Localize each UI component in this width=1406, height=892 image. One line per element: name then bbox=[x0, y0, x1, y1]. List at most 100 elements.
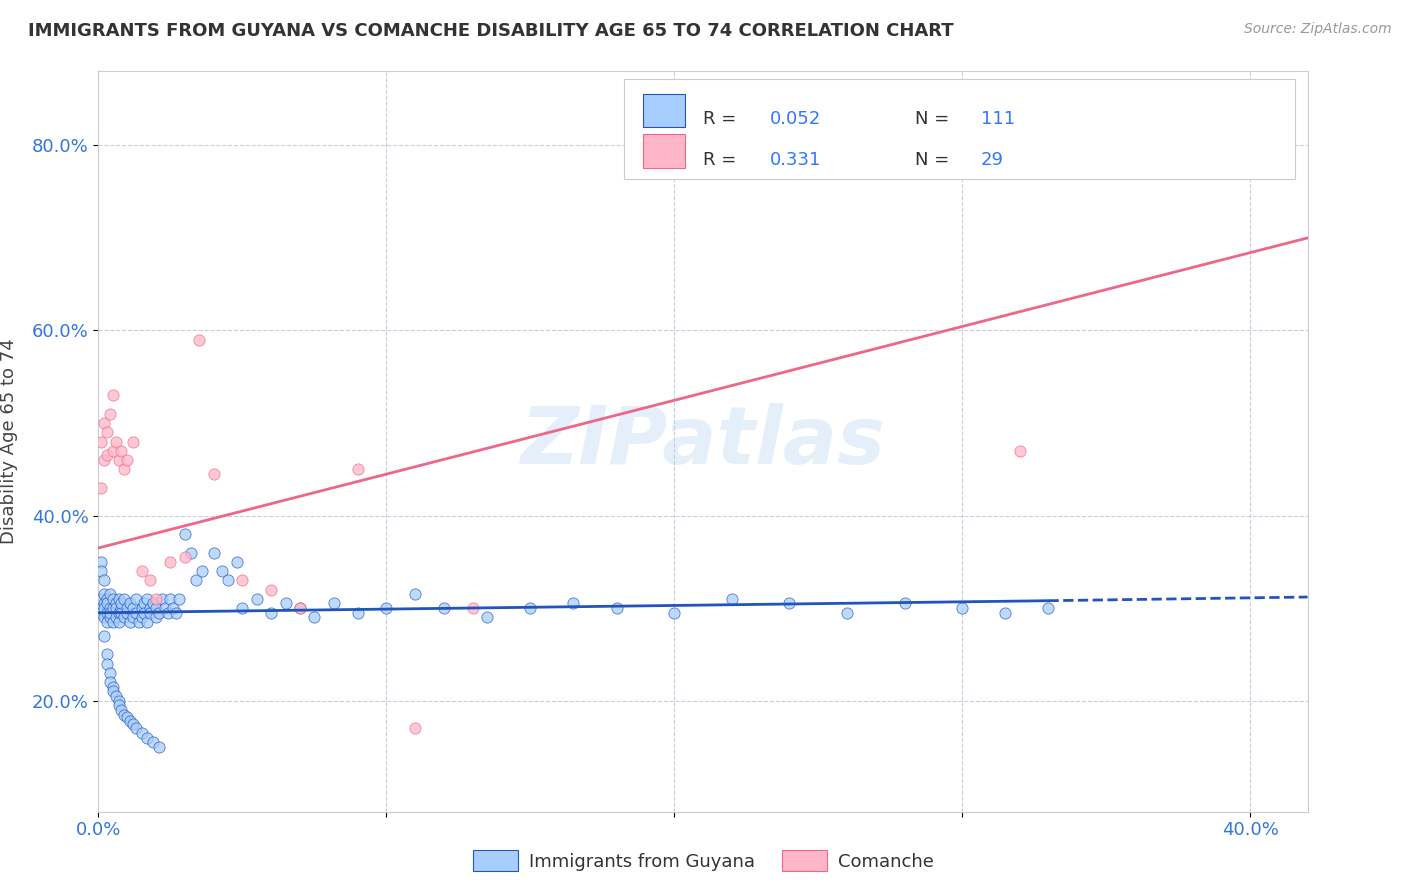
Point bbox=[90, 601, 112, 615]
Point bbox=[375, 601, 398, 615]
Point bbox=[217, 574, 239, 588]
Point bbox=[125, 591, 148, 606]
Point bbox=[211, 564, 233, 578]
Point bbox=[104, 601, 127, 615]
Point bbox=[186, 574, 208, 588]
Point bbox=[188, 333, 211, 347]
Point bbox=[96, 606, 118, 620]
Point bbox=[159, 591, 181, 606]
Point bbox=[225, 555, 247, 569]
Point bbox=[90, 606, 112, 620]
Point bbox=[90, 591, 112, 606]
Point bbox=[167, 591, 190, 606]
Point bbox=[93, 587, 115, 601]
Point bbox=[107, 606, 129, 620]
Point bbox=[173, 550, 195, 565]
Point bbox=[101, 443, 124, 458]
Point bbox=[98, 407, 121, 421]
Point bbox=[107, 698, 129, 713]
Point bbox=[115, 453, 138, 467]
Point bbox=[404, 722, 426, 736]
Point bbox=[96, 615, 118, 629]
Point bbox=[180, 546, 202, 560]
Point bbox=[519, 601, 541, 615]
Text: N =: N = bbox=[915, 152, 955, 169]
Point bbox=[107, 591, 129, 606]
Point bbox=[93, 597, 115, 611]
Point bbox=[101, 601, 124, 615]
Point bbox=[96, 597, 118, 611]
FancyBboxPatch shape bbox=[643, 94, 685, 127]
Point bbox=[110, 601, 132, 615]
Text: 0.052: 0.052 bbox=[769, 111, 821, 128]
Point bbox=[288, 601, 311, 615]
Point bbox=[134, 597, 156, 611]
Point bbox=[120, 714, 142, 728]
Point bbox=[304, 610, 326, 624]
Point bbox=[101, 388, 124, 402]
Point bbox=[142, 597, 165, 611]
Point bbox=[142, 735, 165, 749]
Point bbox=[98, 610, 121, 624]
Text: 111: 111 bbox=[981, 111, 1015, 128]
Point bbox=[128, 615, 150, 629]
Point bbox=[136, 615, 159, 629]
Point bbox=[107, 453, 129, 467]
Point bbox=[720, 591, 742, 606]
Point bbox=[139, 574, 162, 588]
Point bbox=[110, 597, 132, 611]
Point bbox=[260, 582, 283, 597]
Point bbox=[134, 606, 156, 620]
Point bbox=[101, 591, 124, 606]
Text: Source: ZipAtlas.com: Source: ZipAtlas.com bbox=[1244, 22, 1392, 37]
Point bbox=[288, 601, 311, 615]
Point bbox=[107, 694, 129, 708]
Point bbox=[122, 434, 145, 449]
Point bbox=[96, 449, 118, 463]
Point bbox=[950, 601, 973, 615]
Point bbox=[120, 615, 142, 629]
Point bbox=[112, 707, 135, 722]
Point bbox=[136, 731, 159, 745]
Point bbox=[202, 546, 225, 560]
Point bbox=[131, 601, 153, 615]
Point bbox=[1038, 601, 1060, 615]
Point bbox=[101, 615, 124, 629]
Text: IMMIGRANTS FROM GUYANA VS COMANCHE DISABILITY AGE 65 TO 74 CORRELATION CHART: IMMIGRANTS FROM GUYANA VS COMANCHE DISAB… bbox=[28, 22, 953, 40]
Point bbox=[98, 601, 121, 615]
Point bbox=[112, 591, 135, 606]
Text: 0.331: 0.331 bbox=[769, 152, 821, 169]
Point bbox=[122, 601, 145, 615]
FancyBboxPatch shape bbox=[624, 78, 1295, 178]
Point bbox=[104, 597, 127, 611]
Point bbox=[162, 601, 184, 615]
Text: N =: N = bbox=[915, 111, 955, 128]
Point bbox=[231, 601, 253, 615]
Point bbox=[778, 597, 800, 611]
Text: 29: 29 bbox=[981, 152, 1004, 169]
Point bbox=[404, 587, 426, 601]
FancyBboxPatch shape bbox=[643, 135, 685, 168]
Point bbox=[93, 629, 115, 643]
Text: R =: R = bbox=[703, 111, 742, 128]
Point bbox=[125, 606, 148, 620]
Point bbox=[475, 610, 498, 624]
Point bbox=[606, 601, 628, 615]
Point bbox=[148, 739, 170, 754]
Point bbox=[156, 606, 179, 620]
Point bbox=[893, 597, 915, 611]
Point bbox=[139, 601, 162, 615]
Point bbox=[90, 555, 112, 569]
Point bbox=[112, 462, 135, 476]
Point bbox=[90, 564, 112, 578]
Y-axis label: Disability Age 65 to 74: Disability Age 65 to 74 bbox=[0, 339, 18, 544]
Point bbox=[461, 601, 484, 615]
Point bbox=[93, 601, 115, 615]
Point bbox=[145, 591, 167, 606]
Point bbox=[150, 591, 173, 606]
Point bbox=[96, 648, 118, 662]
Point bbox=[96, 591, 118, 606]
Point bbox=[110, 703, 132, 717]
Point bbox=[131, 610, 153, 624]
Point bbox=[274, 597, 297, 611]
